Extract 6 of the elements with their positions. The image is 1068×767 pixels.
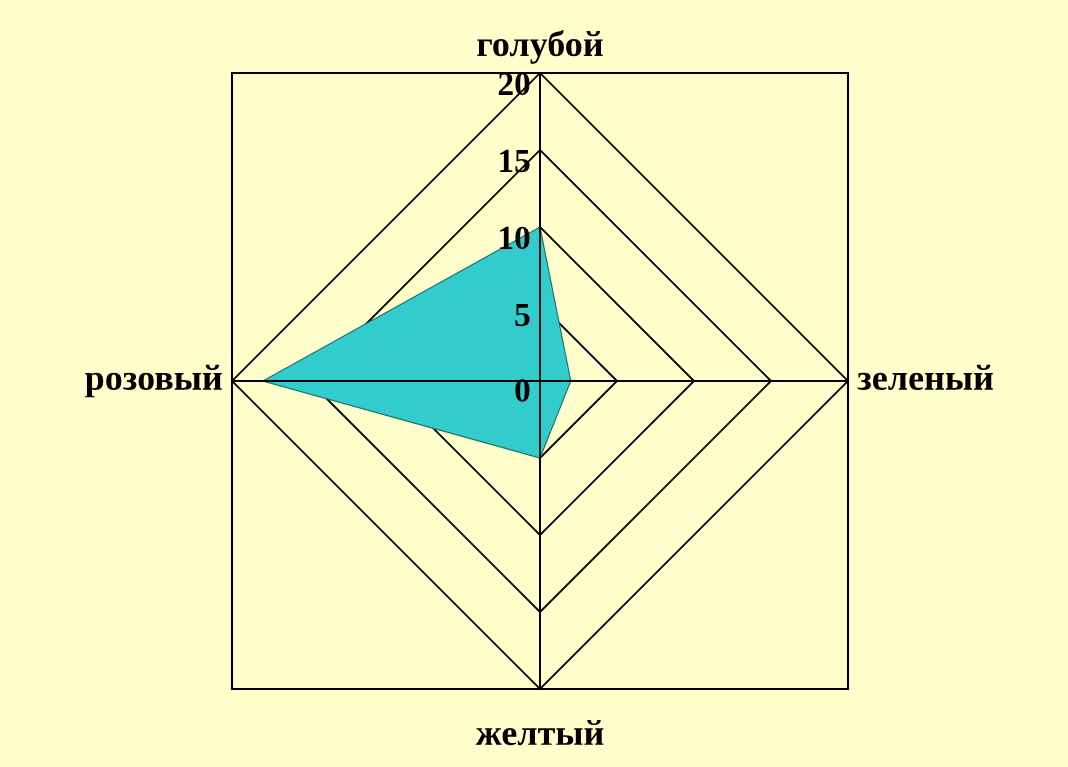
spoke-label: розовый: [85, 364, 222, 398]
spoke-label: зеленый: [857, 364, 993, 391]
y-tick-label: 15: [500, 149, 530, 173]
spoke-label: голубой: [477, 30, 603, 64]
spoke-label: желтый: [475, 720, 604, 746]
y-tick-label: 5: [515, 304, 530, 327]
